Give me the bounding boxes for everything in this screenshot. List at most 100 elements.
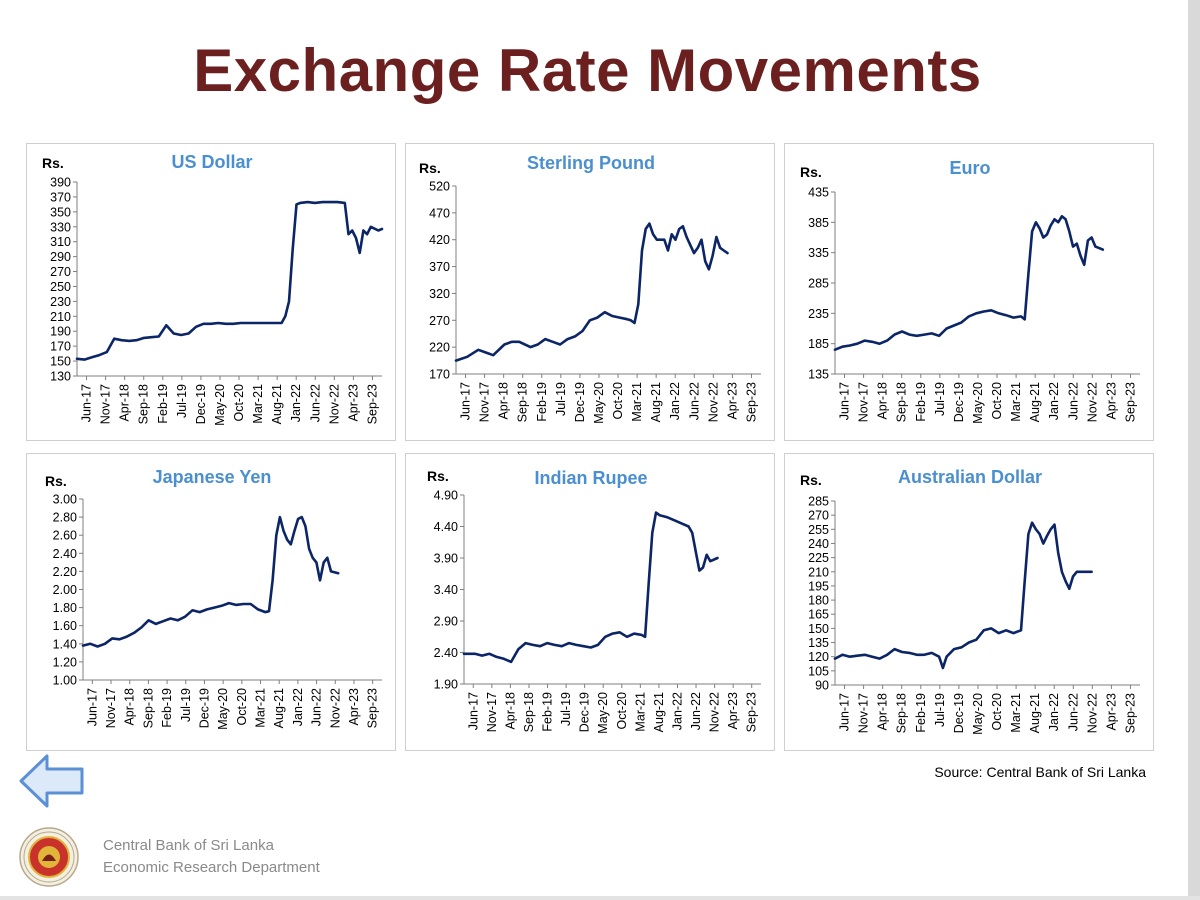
unit-label: Rs. (427, 468, 449, 484)
y-tick-label: 105 (808, 664, 829, 678)
x-tick-label: Jun-17 (459, 382, 473, 420)
x-tick-label: Aug-21 (652, 692, 666, 732)
x-tick-label: Nov-17 (857, 382, 871, 422)
x-tick-label: Sep-23 (365, 384, 379, 424)
x-tick-label: Sep-23 (744, 382, 758, 422)
y-tick-label: 520 (429, 180, 450, 194)
x-tick-label: Nov-22 (706, 382, 720, 422)
chart-panel-euro: 435 385 335 285 235 185 135 Jun-17 Nov-17 Apr-18 S… (784, 143, 1154, 441)
unit-label: Rs. (800, 472, 822, 488)
series-line (75, 200, 384, 361)
unit-label: Rs. (42, 155, 64, 171)
x-tick-label: Jun-17 (838, 693, 852, 731)
y-tick-label: 3.40 (434, 583, 458, 597)
y-tick-label: 150 (50, 355, 71, 369)
x-tick-label: Nov-22 (1085, 382, 1099, 422)
source-note: Source: Central Bank of Sri Lanka (934, 764, 1146, 780)
x-tick-label: Mar-21 (251, 384, 265, 424)
x-tick-label: Dec-19 (952, 382, 966, 422)
x-tick-label: Oct-20 (232, 384, 246, 422)
x-tick-label: May-20 (971, 382, 985, 424)
y-tick-label: 270 (429, 314, 450, 328)
x-tick-label: Jun-22 (687, 382, 701, 420)
x-tick-label: May-20 (213, 384, 227, 426)
x-tick-label: Aug-21 (649, 382, 663, 422)
y-tick-label: 150 (808, 622, 829, 636)
y-tick-label: 385 (808, 216, 829, 230)
x-tick-label: Jan-22 (1047, 382, 1061, 420)
x-tick-label: Apr-23 (725, 382, 739, 420)
x-tick-label: Nov-17 (857, 693, 871, 733)
back-button[interactable] (18, 752, 86, 810)
y-tick-label: 2.20 (53, 565, 77, 579)
x-tick-label: Sep-18 (895, 693, 909, 733)
y-tick-label: 1.90 (434, 678, 458, 692)
chart-title-euro: Euro (949, 158, 991, 178)
x-tick-label: Jun-22 (310, 688, 324, 726)
x-tick-label: Sep-18 (522, 692, 536, 732)
chart-svg-sterling-pound: 520 470 420 370 320 270 220 170 Jun-17 Nov-17 Apr-… (429, 180, 761, 424)
left-arrow-icon (19, 754, 84, 808)
x-tick-label: Dec-19 (578, 692, 592, 732)
x-tick-label: Dec-19 (952, 693, 966, 733)
x-tick-label: Feb-19 (156, 384, 170, 424)
x-tick-label: Jul-19 (179, 688, 193, 722)
x-tick-label: May-20 (216, 688, 230, 730)
y-tick-label: 285 (808, 277, 829, 291)
x-tick-label: Sep-18 (141, 688, 155, 728)
x-tick-label: Jun-22 (1066, 693, 1080, 731)
x-tick-label: Sep-23 (1123, 382, 1137, 422)
x-tick-label: Mar-21 (633, 692, 647, 732)
x-tick-label: Apr-23 (346, 384, 360, 422)
y-tick-label: 470 (429, 206, 450, 220)
y-tick-label: 235 (808, 307, 829, 321)
org-department: Economic Research Department (103, 859, 320, 876)
y-tick-label: 435 (808, 186, 829, 200)
unit-label: Rs. (45, 473, 67, 489)
x-tick-label: Apr-18 (497, 382, 511, 420)
y-tick-label: 320 (429, 287, 450, 301)
y-tick-label: 170 (50, 340, 71, 354)
unit-label: Rs. (419, 160, 441, 176)
x-tick-label: Sep-23 (745, 692, 759, 732)
x-tick-label: Jul-19 (933, 382, 947, 416)
y-tick-label: 2.00 (53, 583, 77, 597)
x-tick-label: Feb-19 (535, 382, 549, 422)
y-tick-label: 1.60 (53, 619, 77, 633)
chart-svg-indian-rupee: 4.90 4.40 3.90 3.40 2.90 2.40 1.90 Jun-17 Nov-17… (434, 489, 761, 734)
x-tick-label: Sep-18 (516, 382, 530, 422)
x-tick-label: May-20 (596, 692, 610, 734)
series-line (462, 511, 719, 664)
y-tick-label: 1.40 (53, 637, 77, 651)
y-tick-label: 185 (808, 337, 829, 351)
x-tick-label: Apr-18 (503, 692, 517, 730)
y-tick-label: 2.90 (434, 615, 458, 629)
x-tick-label: Jul-19 (175, 384, 189, 418)
y-tick-label: 335 (808, 246, 829, 260)
x-tick-label: Oct-20 (615, 692, 629, 730)
chart-panel-australian-dollar: 285 270 255 240 225 210 195 180 165 150 135 120 105 9… (784, 453, 1154, 751)
y-tick-label: 190 (50, 325, 71, 339)
x-tick-label: Aug-21 (272, 688, 286, 728)
y-tick-label: 370 (429, 260, 450, 274)
x-tick-label: Nov-17 (104, 688, 118, 728)
y-tick-label: 1.80 (53, 601, 77, 615)
x-tick-label: Aug-21 (1028, 693, 1042, 733)
y-tick-label: 255 (808, 523, 829, 537)
central-bank-seal-icon (18, 826, 80, 888)
y-tick-label: 250 (50, 280, 71, 294)
x-tick-label: Nov-17 (485, 692, 499, 732)
y-tick-label: 90 (815, 679, 829, 693)
x-tick-label: Dec-19 (197, 688, 211, 728)
chart-panel-sterling-pound: 520 470 420 370 320 270 220 170 Jun-17 Nov-17 Apr-… (405, 143, 775, 441)
x-tick-label: Mar-21 (630, 382, 644, 422)
x-tick-label: Jul-19 (559, 692, 573, 726)
y-tick-label: 370 (50, 190, 71, 204)
x-tick-label: Nov-22 (327, 384, 341, 424)
x-tick-label: Jun-17 (80, 384, 94, 422)
x-tick-label: Sep-23 (366, 688, 380, 728)
y-tick-label: 240 (808, 537, 829, 551)
x-tick-label: Mar-21 (254, 688, 268, 728)
x-tick-label: Oct-20 (611, 382, 625, 420)
y-tick-label: 4.90 (434, 489, 458, 503)
